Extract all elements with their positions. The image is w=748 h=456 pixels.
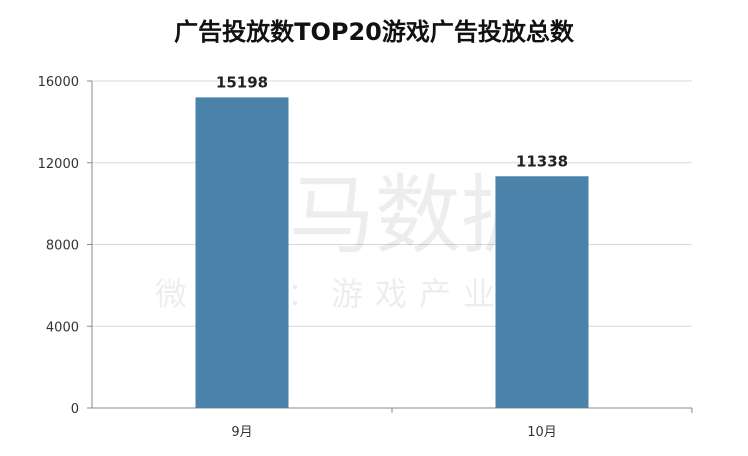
y-tick-label: 16000 <box>38 75 79 90</box>
x-tick-label: 9月 <box>231 425 252 440</box>
data-label: 15198 <box>216 73 268 91</box>
y-tick-label: 8000 <box>46 239 79 254</box>
gridlines <box>92 80 692 327</box>
chart-title: 广告投放数TOP20游戏广告投放总数 <box>174 18 574 46</box>
labels: 0 4000 8000 12000 16000 9月 15198 10月 11338 <box>38 73 568 440</box>
x-tick-label: 10月 <box>527 425 557 440</box>
data-label: 11338 <box>516 152 568 170</box>
y-tick-label: 12000 <box>38 157 79 172</box>
bar <box>495 176 589 408</box>
y-tick-label: 4000 <box>46 320 79 335</box>
bars <box>195 97 589 409</box>
y-tick-label: 0 <box>71 402 79 417</box>
bar <box>195 97 289 409</box>
axes <box>87 80 693 413</box>
